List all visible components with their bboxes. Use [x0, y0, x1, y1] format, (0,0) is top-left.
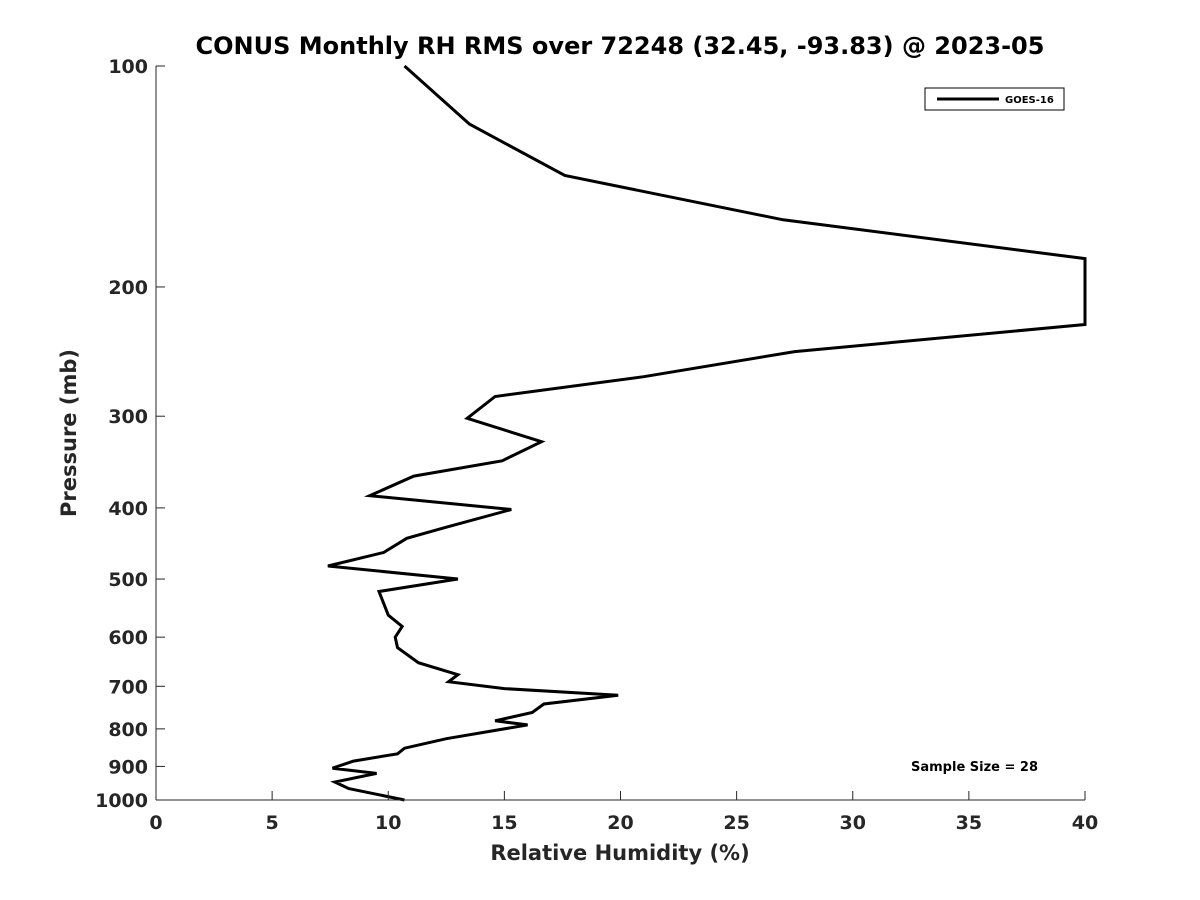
y-tick-label: 500 [108, 569, 148, 591]
x-tick-label: 20 [607, 812, 633, 834]
data-layer [327, 64, 1087, 802]
y-tick-label: 600 [108, 627, 148, 649]
y-axis-label: Pressure (mb) [57, 349, 81, 517]
chart-title: CONUS Monthly RH RMS over 72248 (32.45, … [196, 32, 1045, 60]
x-tick-label: 15 [491, 812, 517, 834]
x-ticks: 0 5 10 15 20 25 30 35 40 [149, 791, 1098, 834]
y-tick-label: 400 [108, 498, 148, 520]
x-axis-label: Relative Humidity (%) [490, 841, 749, 865]
y-tick-label: 200 [108, 277, 148, 299]
x-tick-label: 35 [956, 812, 982, 834]
y-tick-label: 700 [108, 676, 148, 698]
y-tick-label: 900 [108, 756, 148, 778]
x-tick-label: 25 [723, 812, 749, 834]
x-tick-label: 0 [149, 812, 162, 834]
y-tick-label: 800 [108, 719, 148, 741]
y-tick-label: 1000 [95, 790, 148, 812]
legend: GOES-16 [924, 87, 1065, 111]
y-tick-label: 100 [108, 56, 148, 78]
x-tick-label: 40 [1072, 812, 1098, 834]
y-ticks: 100 200 300 400 500 600 700 800 900 1000 [95, 56, 165, 812]
y-tick-label: 300 [108, 406, 148, 428]
series-line-goes-16 [327, 64, 1087, 802]
x-tick-label: 10 [375, 812, 401, 834]
plot-area [156, 66, 1085, 800]
x-tick-label: 30 [840, 812, 866, 834]
sample-size-annotation: Sample Size = 28 [911, 760, 1038, 775]
x-tick-label: 5 [266, 812, 279, 834]
legend-label-goes-16: GOES-16 [1005, 95, 1054, 106]
